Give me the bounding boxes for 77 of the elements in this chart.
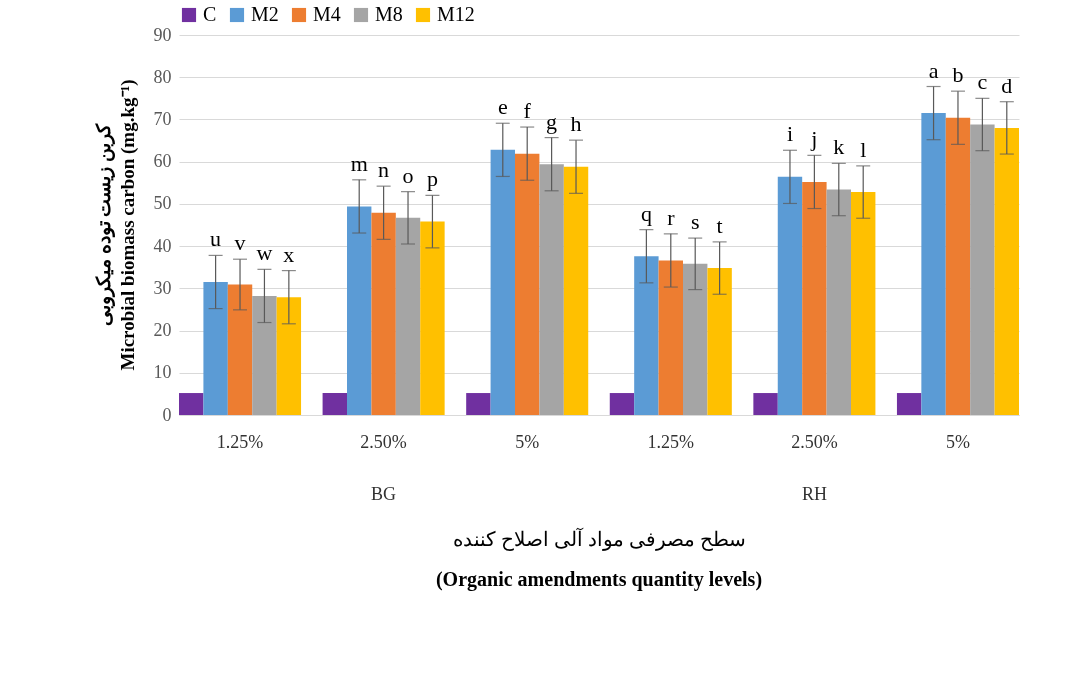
x-tick-label: 5% [515,431,540,452]
data-label: v [234,230,246,256]
y-tick-label: 10 [153,362,172,383]
x-tick-label: 1.25% [647,431,695,452]
data-label: c [977,69,988,95]
data-label: d [1001,72,1013,98]
x-tick-label: 5% [945,431,970,452]
bar [634,256,659,415]
data-label: n [378,157,390,183]
data-label: a [928,57,939,83]
bar [777,176,803,415]
bar [802,181,827,415]
y-tick-label: 60 [153,151,172,172]
x-tick-label: 2.50% [360,431,407,452]
bar [515,153,540,415]
y-tick-label: 70 [153,108,172,129]
x-tick-label: 2.50% [791,431,838,452]
bar [658,260,683,415]
data-label: p [426,166,438,192]
bar [490,149,515,415]
y-tick-label: 40 [153,235,172,256]
bar [851,192,876,415]
legend-label: M2 [251,3,279,25]
bar [609,393,635,415]
y-tick-label: 90 [153,24,172,45]
bar [707,268,732,415]
data-label: b [952,62,964,88]
data-label: e [497,94,508,120]
bar [466,393,491,415]
data-label: j [810,126,818,152]
y-tick-label: 50 [153,193,172,214]
legend-label: M12 [437,3,475,25]
bar [252,295,277,415]
y-tick-label: 20 [153,320,172,341]
bar [921,113,946,415]
data-label: g [546,108,558,134]
text: RH [801,484,827,504]
bar [347,206,372,415]
bar [227,284,253,415]
x-tick-label: 1.25% [216,431,264,452]
y-tick-label: 30 [153,277,172,298]
data-label: t [716,212,723,238]
bar [203,282,228,415]
data-label: i [786,121,794,147]
legend-label: C [203,3,217,25]
data-label: k [833,134,845,160]
bar [753,393,778,415]
bar [563,166,589,415]
data-label: q [640,200,652,226]
bar [970,124,995,415]
bar [322,393,347,415]
text: BG [371,484,397,504]
bar [276,297,302,415]
data-label: l [860,136,867,162]
data-label: f [523,98,532,124]
y-tick-label: 80 [153,66,172,87]
bar [395,217,421,415]
bar [420,221,445,415]
data-label: m [350,150,368,176]
data-label: x [283,241,295,267]
data-label: h [570,111,582,137]
data-label: w [256,240,273,266]
bar [683,263,708,415]
legend-label: M4 [313,3,341,25]
bar [371,212,396,415]
y-tick-label: 0 [162,404,172,425]
data-label: s [690,209,700,235]
data-label: u [210,226,222,252]
bar [539,164,564,415]
bar [945,117,971,415]
bar [826,189,851,415]
bar [994,127,1019,415]
data-label: r [667,204,676,230]
bar [896,393,922,415]
data-label: o [402,162,414,188]
legend-label: M8 [375,3,403,25]
bar [179,393,204,415]
